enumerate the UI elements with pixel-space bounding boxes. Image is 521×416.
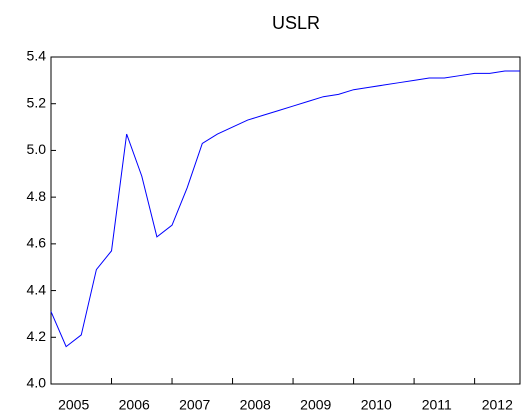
y-tick-label: 5.4	[27, 48, 47, 64]
y-tick-label: 4.6	[27, 235, 47, 251]
x-tick-label: 2008	[240, 397, 271, 413]
x-tick-label: 2010	[361, 397, 392, 413]
x-tick-label: 2012	[482, 397, 513, 413]
x-tick-label: 2007	[179, 397, 210, 413]
x-tick-label: 2011	[422, 397, 452, 413]
y-tick-label: 4.8	[27, 188, 47, 204]
y-tick-label: 5.0	[27, 141, 47, 157]
x-tick-label: 2006	[119, 397, 150, 413]
x-tick-label: 2005	[58, 397, 89, 413]
data-line	[50, 70, 520, 348]
plot-frame	[50, 56, 521, 385]
y-tick-label: 5.2	[27, 94, 47, 110]
y-tick-label: 4.4	[27, 281, 47, 297]
y-tick-label: 4.0	[27, 375, 47, 391]
y-tick-label: 4.2	[27, 328, 47, 344]
x-tick-label: 2009	[300, 397, 331, 413]
chart-title: USLR	[272, 13, 320, 33]
